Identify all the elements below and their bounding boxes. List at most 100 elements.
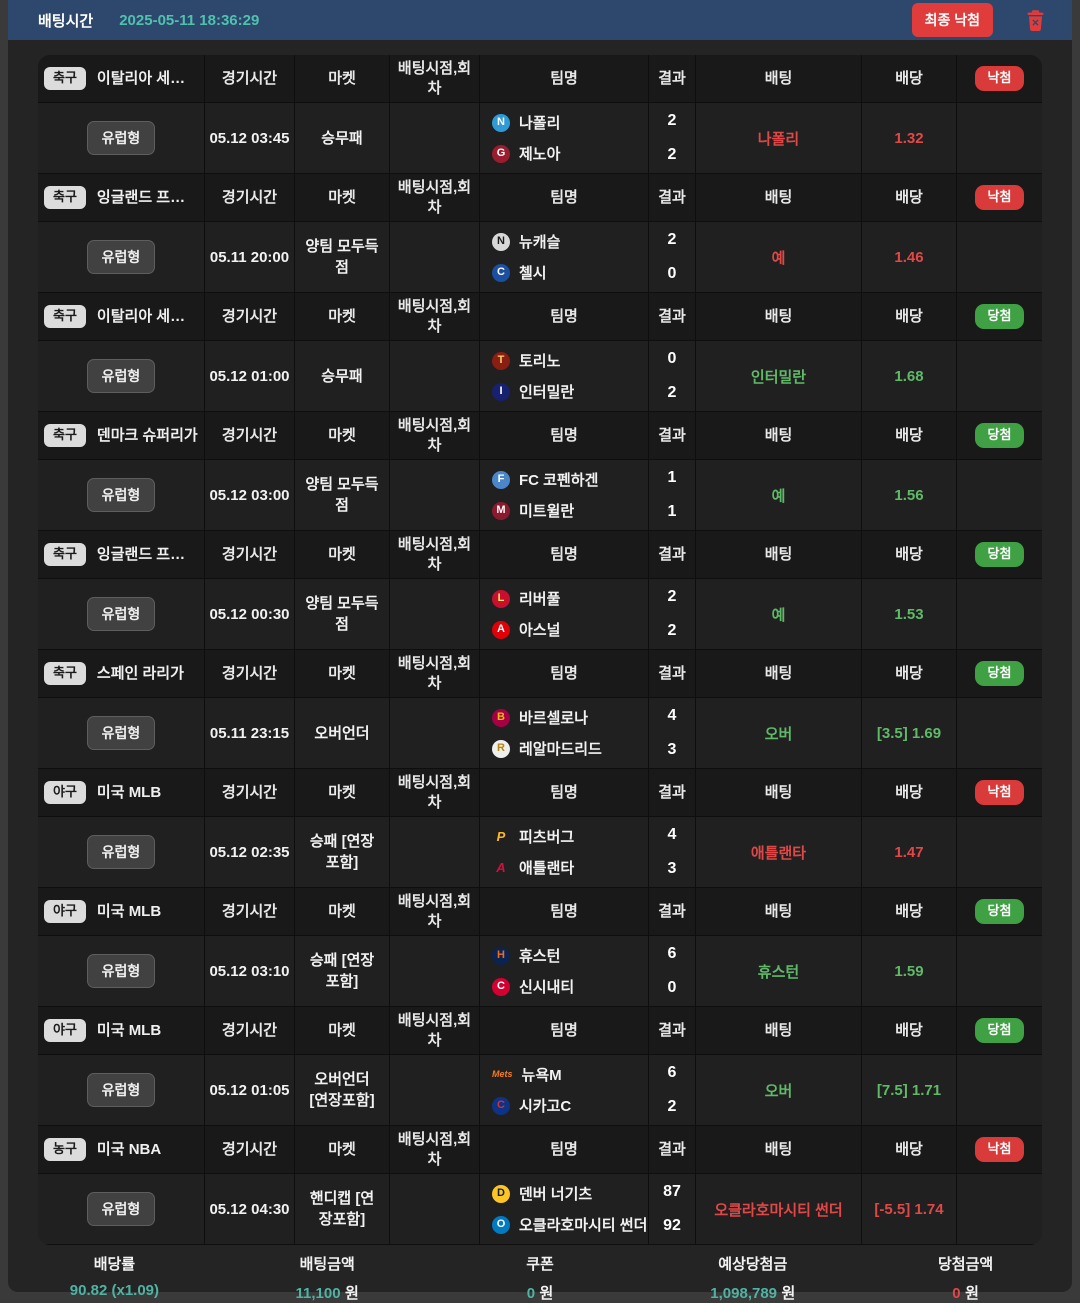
- away-team-logo-icon: O: [492, 1215, 510, 1234]
- game-time: 05.11 23:15: [205, 698, 295, 769]
- final-result-button[interactable]: 최종 낙첨: [911, 3, 993, 37]
- team-cell: L 리버풀 A 아스널: [480, 579, 649, 650]
- column-header-result: 결과: [649, 1007, 696, 1055]
- column-header-bet: 배팅: [696, 888, 862, 936]
- game-time: 05.12 00:30: [205, 579, 295, 650]
- home-team-name: 덴버 너기츠: [519, 1186, 593, 1203]
- odds-value: [-5.5] 1.74: [862, 1174, 957, 1245]
- delete-button[interactable]: ✕: [1025, 9, 1046, 32]
- sport-badge: 야구: [44, 900, 86, 923]
- bet-point-cell: [390, 698, 480, 769]
- summary-value: 0: [526, 1285, 536, 1302]
- score-cell: 2 2: [649, 579, 696, 650]
- column-header-team: 팀명: [480, 1126, 649, 1174]
- column-header-result: 결과: [649, 888, 696, 936]
- summary-value: 0: [952, 1285, 961, 1302]
- column-header-result: 결과: [649, 412, 696, 460]
- odds-value: 1.59: [862, 936, 957, 1007]
- column-header-odds: 배당: [862, 1126, 957, 1174]
- game-time: 05.12 04:30: [205, 1174, 295, 1245]
- column-header-bet-point: 배팅시점,회차: [390, 888, 480, 936]
- home-team-name: 뉴욕M: [521, 1067, 562, 1084]
- score-cell: 6 2: [649, 1055, 696, 1126]
- league-cell: 축구 이탈리아 세리에 A: [38, 293, 205, 341]
- league-name: 이탈리아 세리에 A: [96, 69, 198, 87]
- away-team-line: C 시카고C: [492, 1095, 571, 1116]
- league-name: 이탈리아 세리에 A: [96, 307, 198, 325]
- bet-type-badge: 유럽형: [86, 716, 156, 750]
- home-team-line: Mets 뉴욕M: [492, 1064, 562, 1085]
- bet-point-cell: [390, 103, 480, 174]
- bet-point-cell: [390, 579, 480, 650]
- bet-pick: 나폴리: [696, 103, 862, 174]
- column-header-odds: 배당: [862, 1007, 957, 1055]
- game-data-row: 유럽형 05.12 03:00 양팀 모두득점 F FC 코펜하겐 M 미트윌란…: [38, 460, 1042, 531]
- bet-type-badge: 유럽형: [86, 954, 156, 988]
- column-header-team: 팀명: [480, 174, 649, 222]
- home-team-logo-icon: Mets: [492, 1069, 513, 1079]
- summary-unit: 원: [539, 1285, 554, 1302]
- bet-type-badge: 유럽형: [86, 835, 156, 869]
- game-header-row: 축구 덴마크 슈퍼리가 경기시간 마켓 배팅시점,회차 팀명 결과 배팅 배당 …: [38, 412, 1042, 460]
- status-cell: 낙첨: [957, 174, 1042, 222]
- bet-type-cell: 유럽형: [38, 698, 205, 769]
- sport-badge: 축구: [44, 662, 86, 685]
- home-team-line: D 덴버 너기츠: [492, 1183, 592, 1204]
- team-cell: D 덴버 너기츠 O 오클라호마시티 썬더: [480, 1174, 649, 1245]
- status-cell: 당첨: [957, 888, 1042, 936]
- column-header-market: 마켓: [295, 888, 390, 936]
- odds-value: 1.56: [862, 460, 957, 531]
- column-header-team: 팀명: [480, 650, 649, 698]
- team-cell: H 휴스턴 C 신시내티: [480, 936, 649, 1007]
- column-header-bet-point: 배팅시점,회차: [390, 1007, 480, 1055]
- column-header-bet: 배팅: [696, 769, 862, 817]
- away-team-logo-icon: A: [492, 620, 510, 639]
- league-cell: 축구 스페인 라리가: [38, 650, 205, 698]
- sport-badge: 야구: [44, 1019, 86, 1042]
- summary-label: 예상당첨금: [718, 1256, 788, 1273]
- column-header-team: 팀명: [480, 531, 649, 579]
- away-team-line: A 애틀랜타: [492, 857, 574, 878]
- column-header-time: 경기시간: [205, 1126, 295, 1174]
- column-header-result: 결과: [649, 174, 696, 222]
- bet-time-value: 2025-05-11 18:36:29: [119, 11, 260, 29]
- league-cell: 농구 미국 NBA: [38, 1126, 205, 1174]
- away-team-name: 오클라호마시티 썬더: [519, 1217, 648, 1234]
- bet-type-cell: 유럽형: [38, 341, 205, 412]
- status-cell: 당첨: [957, 412, 1042, 460]
- game-header-row: 축구 스페인 라리가 경기시간 마켓 배팅시점,회차 팀명 결과 배팅 배당 당…: [38, 650, 1042, 698]
- market: 양팀 모두득점: [295, 222, 390, 293]
- home-score: 6: [667, 1064, 677, 1081]
- summary-item: 배팅금액 11,100 원: [221, 1253, 434, 1303]
- column-header-market: 마켓: [295, 1007, 390, 1055]
- summary-item: 당첨금액 0 원: [859, 1253, 1072, 1303]
- away-team-name: 시카고C: [519, 1098, 572, 1115]
- game-block: 축구 스페인 라리가 경기시간 마켓 배팅시점,회차 팀명 결과 배팅 배당 당…: [38, 650, 1042, 769]
- away-team-line: M 미트윌란: [492, 500, 574, 521]
- status-badge: 당첨: [974, 1018, 1025, 1043]
- home-team-name: FC 코펜하겐: [519, 472, 599, 489]
- column-header-bet: 배팅: [696, 174, 862, 222]
- score-cell: 2 0: [649, 222, 696, 293]
- column-header-bet-point: 배팅시점,회차: [390, 293, 480, 341]
- away-score: 3: [667, 741, 677, 758]
- away-team-name: 인터밀란: [519, 384, 575, 401]
- home-team-line: F FC 코펜하겐: [492, 469, 598, 490]
- status-cell: 당첨: [957, 1007, 1042, 1055]
- home-team-name: 토리노: [519, 353, 561, 370]
- bet-pick: 예: [696, 579, 862, 650]
- odds-value: [7.5] 1.71: [862, 1055, 957, 1126]
- column-header-bet: 배팅: [696, 1007, 862, 1055]
- bet-type-cell: 유럽형: [38, 460, 205, 531]
- bet-type-badge: 유럽형: [86, 121, 156, 155]
- home-team-line: T 토리노: [492, 350, 560, 371]
- home-team-name: 바르셀로나: [519, 710, 589, 727]
- score-cell: 87 92: [649, 1174, 696, 1245]
- sport-badge: 축구: [44, 186, 86, 209]
- status-empty-cell: [957, 579, 1042, 650]
- home-score: 2: [667, 112, 677, 129]
- home-team-logo-icon: F: [492, 470, 510, 489]
- column-header-odds: 배당: [862, 174, 957, 222]
- home-score: 4: [667, 826, 677, 843]
- summary-unit: 원: [345, 1285, 359, 1302]
